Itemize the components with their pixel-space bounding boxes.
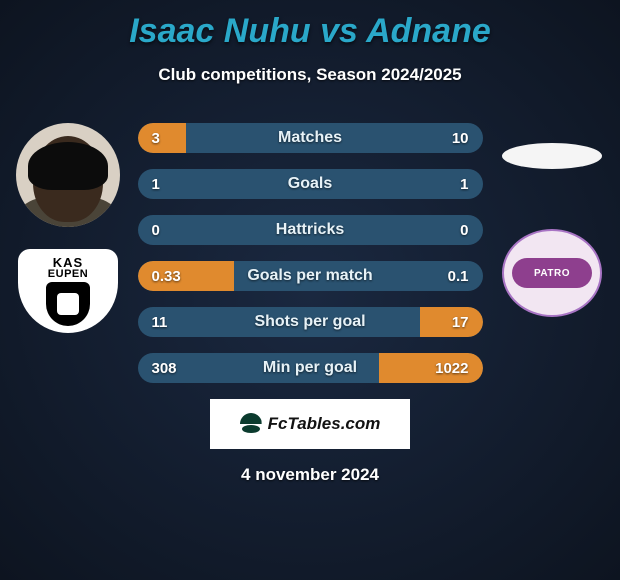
player-left-column: KAS EUPEN: [8, 123, 128, 333]
stat-row: 3 Matches 10: [138, 123, 483, 153]
club-badge-left-crest: [46, 282, 90, 326]
stat-value-left: 0: [152, 222, 160, 239]
stat-value-left: 1: [152, 176, 160, 193]
stat-value-right: 1022: [435, 360, 468, 377]
stat-value-left: 3: [152, 130, 160, 147]
stat-value-left: 11: [152, 314, 168, 331]
stat-fill-left: [138, 123, 186, 153]
stat-label: Hattricks: [276, 221, 344, 239]
stat-value-right: 1: [460, 176, 468, 193]
stat-value-right: 0: [460, 222, 468, 239]
club-badge-right-label: PATRO: [512, 258, 592, 288]
stat-label: Shots per goal: [254, 313, 365, 331]
stat-row: 1 Goals 1: [138, 169, 483, 199]
stat-row: 0 Hattricks 0: [138, 215, 483, 245]
stat-label: Goals per match: [247, 267, 372, 285]
club-badge-right: PATRO: [502, 229, 602, 317]
stat-row: 0.33 Goals per match 0.1: [138, 261, 483, 291]
date-text: 4 november 2024: [0, 465, 620, 485]
stat-label: Matches: [278, 129, 342, 147]
stat-value-left: 0.33: [152, 268, 181, 285]
stat-row: 308 Min per goal 1022: [138, 353, 483, 383]
player-left-avatar: [16, 123, 120, 227]
comparison-panel: KAS EUPEN PATRO 3Matches101Goals10Hattri…: [0, 123, 620, 383]
stat-label: Goals: [288, 175, 332, 193]
stat-row: 11 Shots per goal 17: [138, 307, 483, 337]
branding: FcTables.com: [210, 399, 410, 449]
stat-value-right: 10: [452, 130, 469, 147]
page-title: Isaac Nuhu vs Adnane: [0, 0, 620, 51]
branding-logo-icon: [240, 413, 262, 435]
player-right-column: PATRO: [492, 123, 612, 317]
club-badge-left-text-bottom: EUPEN: [48, 268, 88, 280]
branding-text: FcTables.com: [268, 414, 381, 434]
subtitle: Club competitions, Season 2024/2025: [0, 65, 620, 85]
stat-value-right: 17: [452, 314, 469, 331]
player-right-avatar: [502, 143, 602, 169]
stat-label: Min per goal: [263, 359, 357, 377]
club-badge-left: KAS EUPEN: [18, 249, 118, 333]
stat-bars: 3Matches101Goals10Hattricks00.33Goals pe…: [138, 123, 483, 383]
stat-value-right: 0.1: [448, 268, 469, 285]
stat-value-left: 308: [152, 360, 177, 377]
